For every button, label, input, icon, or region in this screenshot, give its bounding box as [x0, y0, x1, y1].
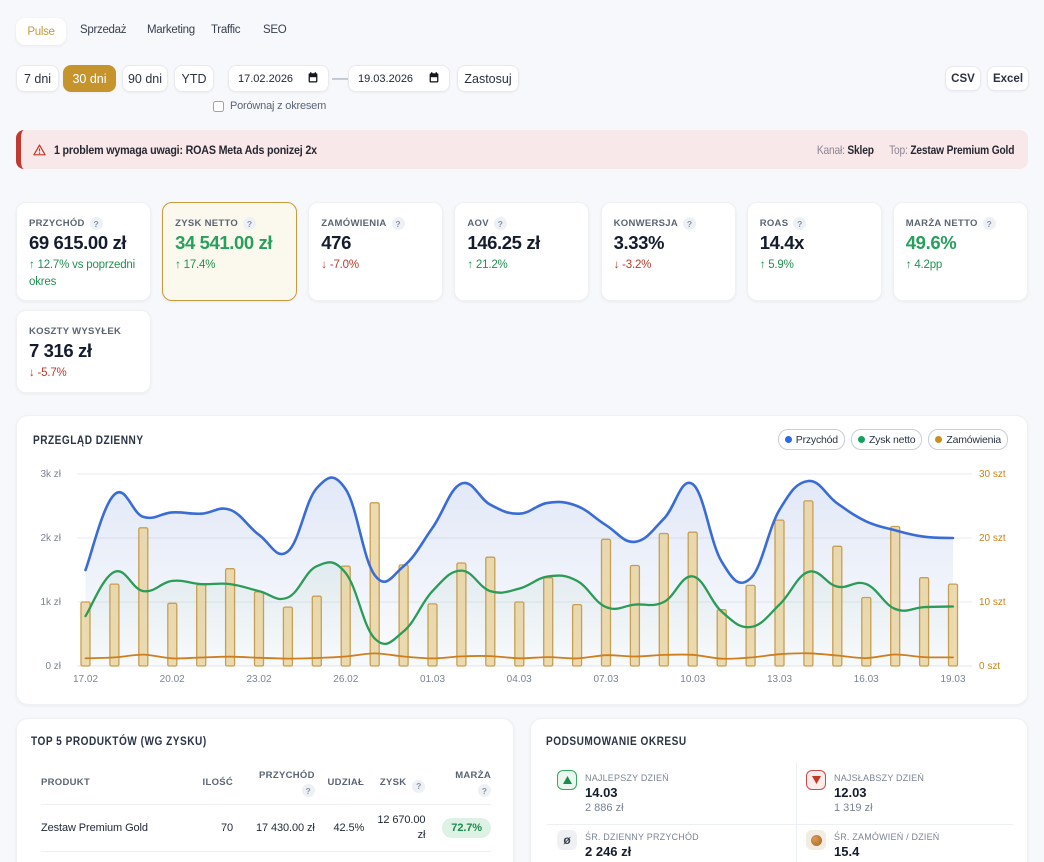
svg-text:2k zł: 2k zł — [40, 533, 61, 544]
svg-text:0 szt: 0 szt — [979, 661, 1000, 672]
svg-text:30 szt: 30 szt — [979, 469, 1006, 480]
svg-text:01.03: 01.03 — [420, 674, 445, 685]
svg-text:26.02: 26.02 — [333, 674, 358, 685]
svg-text:04.03: 04.03 — [507, 674, 532, 685]
svg-text:1k zł: 1k zł — [40, 597, 61, 608]
svg-text:10 szt: 10 szt — [979, 597, 1006, 608]
svg-text:0 zł: 0 zł — [45, 661, 61, 672]
svg-text:20 szt: 20 szt — [979, 533, 1006, 544]
svg-text:16.03: 16.03 — [854, 674, 879, 685]
svg-text:13.03: 13.03 — [767, 674, 792, 685]
svg-text:10.03: 10.03 — [680, 674, 705, 685]
svg-text:17.02: 17.02 — [73, 674, 98, 685]
svg-text:23.02: 23.02 — [246, 674, 271, 685]
svg-text:3k zł: 3k zł — [40, 469, 61, 480]
svg-text:19.03: 19.03 — [940, 674, 965, 685]
svg-text:20.02: 20.02 — [160, 674, 185, 685]
svg-text:07.03: 07.03 — [593, 674, 618, 685]
